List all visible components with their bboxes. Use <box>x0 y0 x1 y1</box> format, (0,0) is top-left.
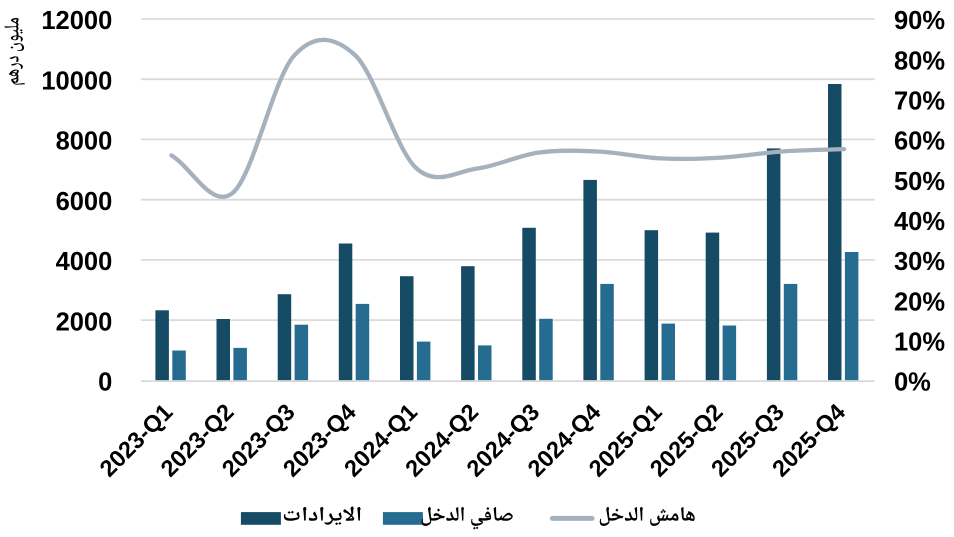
svg-text:4000: 4000 <box>56 248 113 276</box>
svg-text:10%: 10% <box>894 328 945 356</box>
svg-text:10000: 10000 <box>41 68 112 96</box>
svg-text:30%: 30% <box>894 248 945 276</box>
svg-text:60%: 60% <box>894 128 945 156</box>
svg-text:0: 0 <box>98 369 112 397</box>
svg-text:80%: 80% <box>894 47 945 75</box>
svg-text:2000: 2000 <box>56 308 113 336</box>
svg-text:0%: 0% <box>894 369 931 397</box>
svg-text:70%: 70% <box>894 88 945 116</box>
svg-text:50%: 50% <box>894 168 945 196</box>
svg-text:20%: 20% <box>894 288 945 316</box>
svg-text:8000: 8000 <box>56 128 113 156</box>
svg-text:6000: 6000 <box>56 188 113 216</box>
svg-text:40%: 40% <box>894 208 945 236</box>
svg-text:90%: 90% <box>894 7 945 35</box>
svg-text:12000: 12000 <box>41 7 112 35</box>
